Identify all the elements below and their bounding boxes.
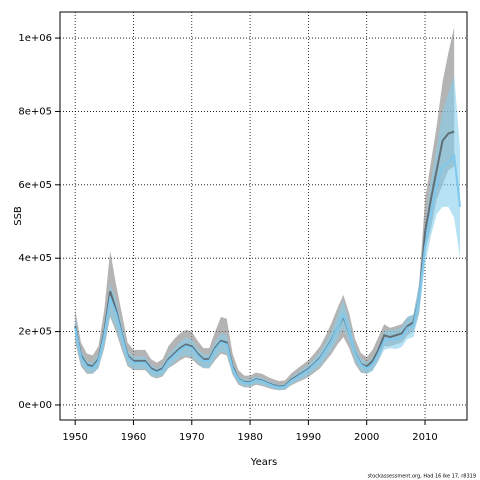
y-tick-label: 1e+06 [18,33,52,44]
y-tick-label: 2e+05 [18,327,52,338]
x-tick-label: 2010 [412,432,437,443]
x-tick-label: 1980 [237,432,262,443]
y-tick-label: 4e+05 [18,253,52,264]
x-tick-label: 1990 [296,432,321,443]
y-tick-label: 8e+05 [18,106,52,117]
x-tick-label: 1970 [179,432,204,443]
y-tick-label: 0e+00 [18,400,52,411]
x-tick-label: 2000 [354,432,379,443]
confidence-band [75,74,461,391]
line [74,152,461,389]
x-tick-label: 1950 [62,432,87,443]
footnote: stockassessment.org, Had 16 lke 17, r831… [368,474,476,480]
y-tick-label: 6e+05 [18,180,52,191]
x-axis-label: Years [250,457,277,468]
plot-frame [59,11,468,421]
y-axis-label: SSB [13,206,24,226]
x-tick-label: 1960 [121,432,146,443]
